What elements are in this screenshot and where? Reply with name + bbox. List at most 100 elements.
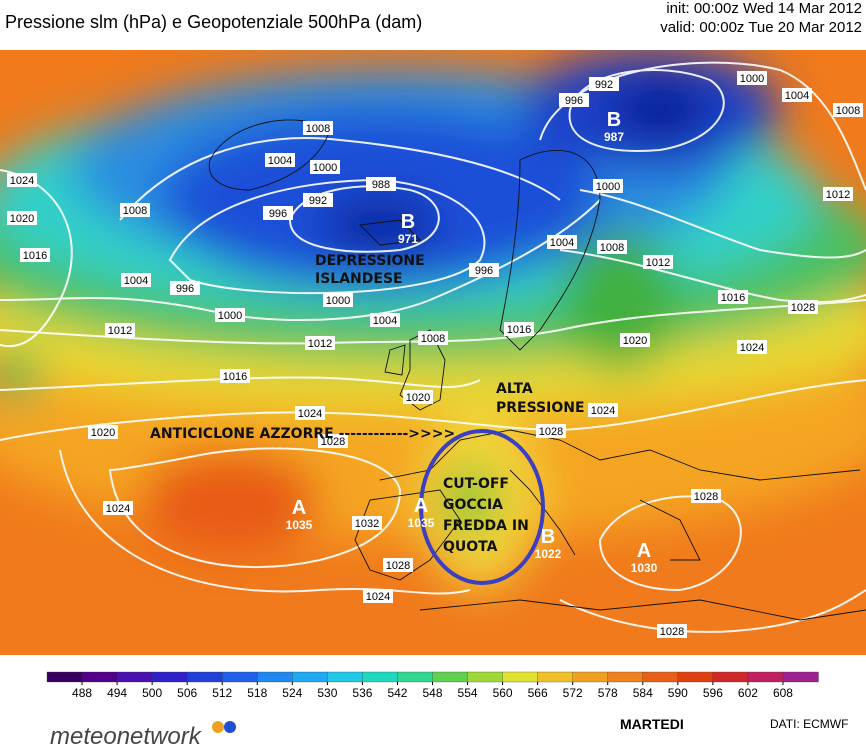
isobar-label-box <box>352 516 382 530</box>
isobar-label: 1000 <box>326 295 350 307</box>
colorbar-label: 500 <box>142 686 162 700</box>
center-letter: B <box>541 526 555 548</box>
isobar-label-box <box>588 403 618 417</box>
isobar-label: 1012 <box>108 325 132 337</box>
isobar-label-box <box>220 369 250 383</box>
annotation: PRESSIONE <box>496 400 585 416</box>
colorbar-swatch <box>116 671 153 683</box>
map-field <box>0 50 866 655</box>
colorbar-label: 608 <box>773 686 793 700</box>
isobar-label: 1024 <box>740 342 764 354</box>
colorbar-swatch <box>712 671 749 683</box>
colorbar-label: 572 <box>563 686 583 700</box>
isobar-label: 1028 <box>791 302 815 314</box>
isobar-label-box <box>833 103 863 117</box>
init-time: init: 00:00z Wed 14 Mar 2012 <box>666 0 862 17</box>
isobar-label: 1008 <box>123 205 147 217</box>
center-value: 1022 <box>535 547 562 561</box>
data-source: DATI: ECMWF <box>770 717 848 731</box>
colorbar-label: 596 <box>703 686 723 700</box>
center-value: 971 <box>398 232 418 246</box>
colorbar-label: 494 <box>107 686 127 700</box>
colorbar-swatch <box>81 671 118 683</box>
isobar-label-box <box>7 173 37 187</box>
isobar-label-box <box>597 240 627 254</box>
isobar-label-box <box>7 211 37 225</box>
isobar-label: 1024 <box>106 503 130 515</box>
colorbar-label: 524 <box>282 686 302 700</box>
isobar-label-box <box>265 153 295 167</box>
colorbar-swatch <box>572 671 609 683</box>
isobar-label: 1012 <box>826 189 850 201</box>
colorbar-swatch <box>222 671 258 683</box>
center-letter: A <box>637 540 651 562</box>
center-value: 1035 <box>286 518 313 532</box>
isobar-label-box <box>823 187 853 201</box>
isobar-label: 1004 <box>373 315 397 327</box>
isobar-label: 1024 <box>298 408 322 420</box>
logo-dot <box>212 721 224 733</box>
colorbar-swatch <box>397 671 434 683</box>
isobar-label-box <box>620 333 650 347</box>
colorbar-swatch <box>327 671 364 683</box>
isobar-label-box <box>657 624 687 638</box>
isobar-label-box <box>305 336 335 350</box>
isobar-label-box <box>737 340 767 354</box>
colorbar-swatch <box>292 671 329 683</box>
colorbar-swatch <box>537 671 574 683</box>
logo-dot <box>224 721 236 733</box>
isobar-label-box <box>547 235 577 249</box>
isobar-label-box <box>323 293 353 307</box>
colorbar-label: 548 <box>422 686 442 700</box>
isobar-label: 1000 <box>596 181 620 193</box>
colorbar-label: 530 <box>317 686 337 700</box>
annotation: ALTA <box>496 381 533 397</box>
isobar-label-box <box>103 501 133 515</box>
colorbar-label: 488 <box>72 686 92 700</box>
annotation: DEPRESSIONE <box>315 253 425 269</box>
isobar-label-box <box>363 589 393 603</box>
isobar-label-box <box>318 434 348 448</box>
isobar-label: 996 <box>565 95 583 107</box>
isobar-label: 1008 <box>836 105 860 117</box>
isobar-label: 1020 <box>623 335 647 347</box>
isobar-label: 988 <box>372 179 390 191</box>
isobar-label: 1016 <box>507 324 531 336</box>
isobar-label: 1008 <box>306 123 330 135</box>
colorbar-label: 536 <box>352 686 372 700</box>
isobar-label-box <box>121 273 151 287</box>
isobar-label-box <box>559 93 589 107</box>
center-value: 1030 <box>631 561 658 575</box>
colorbar-swatch <box>747 671 784 683</box>
isobar-label: 1028 <box>660 626 684 638</box>
isobar-label-box <box>403 390 433 404</box>
isobar-label: 1008 <box>421 333 445 345</box>
center-value: 1035 <box>408 516 435 530</box>
isobar-label-box <box>88 425 118 439</box>
isobar-label-box <box>691 489 721 503</box>
annotation: FREDDA IN <box>443 518 529 534</box>
isobar-label: 1024 <box>10 175 34 187</box>
isobar-label: 1000 <box>740 73 764 85</box>
colorbar-swatch <box>187 671 223 683</box>
isobar-label: 1004 <box>124 275 148 287</box>
colorbar-label: 542 <box>387 686 407 700</box>
isobar-label-box <box>170 281 200 295</box>
colorbar-swatch <box>607 671 644 683</box>
isobar-label: 996 <box>269 208 287 220</box>
isobar-label-box <box>310 160 340 174</box>
isobar-label: 1004 <box>785 90 809 102</box>
colorbar-swatch <box>502 671 539 683</box>
annotation: ANTICICLONE AZZORRE ------------>>>> <box>150 426 455 442</box>
isobar-label: 1020 <box>406 392 430 404</box>
isobar-label: 1012 <box>308 338 332 350</box>
colorbar-label: 590 <box>668 686 688 700</box>
isobar-label: 1020 <box>10 213 34 225</box>
isobar-label-box <box>536 424 566 438</box>
isobar-label: 1028 <box>539 426 563 438</box>
isobar-label-box <box>215 308 245 322</box>
center-letter: B <box>401 211 415 233</box>
colorbar-label: 584 <box>633 686 653 700</box>
valid-time: valid: 00:00z Tue 20 Mar 2012 <box>660 19 862 36</box>
colorbar-label: 566 <box>528 686 548 700</box>
